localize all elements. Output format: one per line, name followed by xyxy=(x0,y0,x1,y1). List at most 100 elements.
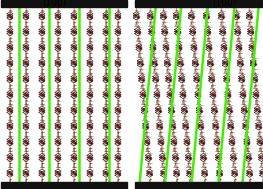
Point xyxy=(247,8,251,11)
Point xyxy=(181,78,185,81)
Point xyxy=(73,141,77,144)
Point xyxy=(224,62,229,65)
Point xyxy=(158,139,162,142)
Point xyxy=(39,29,43,32)
Point xyxy=(192,40,196,43)
Point xyxy=(40,166,44,169)
Point xyxy=(247,178,252,181)
Point xyxy=(219,8,224,11)
Point xyxy=(8,103,12,106)
Text: (100): (100) xyxy=(42,0,66,8)
Point xyxy=(39,108,43,111)
Point xyxy=(39,155,43,158)
Bar xyxy=(1,7,127,182)
Point xyxy=(245,125,249,128)
Point xyxy=(23,76,27,79)
Point xyxy=(115,13,119,16)
Point xyxy=(168,108,172,111)
Point xyxy=(177,40,181,43)
Point xyxy=(117,94,121,97)
Point xyxy=(41,47,45,50)
Point xyxy=(73,47,77,50)
Point xyxy=(167,92,171,95)
Point xyxy=(159,146,163,149)
Point xyxy=(8,40,12,43)
Point xyxy=(24,99,28,102)
Point xyxy=(72,99,76,102)
Point xyxy=(104,56,108,59)
Point xyxy=(254,78,258,81)
Point xyxy=(7,29,11,32)
Point xyxy=(8,36,12,39)
Point xyxy=(9,94,13,97)
Point xyxy=(166,83,171,86)
Point xyxy=(222,40,226,43)
Point xyxy=(194,62,199,65)
Point xyxy=(234,173,238,176)
Point xyxy=(169,94,173,97)
Point xyxy=(230,146,234,149)
Point xyxy=(146,171,151,174)
Point xyxy=(39,124,43,127)
Point xyxy=(256,110,261,113)
Point xyxy=(212,115,216,118)
Point xyxy=(40,36,44,39)
Point xyxy=(222,61,226,64)
Point xyxy=(175,166,179,169)
Point xyxy=(238,56,242,59)
Point xyxy=(135,36,140,39)
Point xyxy=(203,13,207,16)
Point xyxy=(241,99,245,102)
Point xyxy=(88,162,92,165)
Point xyxy=(8,24,12,27)
Point xyxy=(230,134,234,137)
Point xyxy=(171,130,175,133)
Point xyxy=(200,134,204,137)
Point xyxy=(150,24,154,27)
Point xyxy=(201,171,206,174)
Point xyxy=(254,87,258,90)
Point xyxy=(249,45,253,48)
Point xyxy=(164,61,168,64)
Point xyxy=(8,130,12,133)
Point xyxy=(116,67,120,70)
Point xyxy=(116,99,120,102)
Point xyxy=(207,61,211,64)
Point xyxy=(40,52,44,55)
Point xyxy=(146,162,150,165)
Point xyxy=(142,115,146,118)
Point xyxy=(73,62,77,65)
Point xyxy=(232,178,237,181)
Point xyxy=(88,40,92,43)
Point xyxy=(159,155,163,158)
Point xyxy=(115,139,119,142)
Point xyxy=(103,13,107,16)
Point xyxy=(203,166,207,169)
Point xyxy=(142,103,146,106)
Point xyxy=(41,15,45,18)
Point xyxy=(104,115,108,118)
Point xyxy=(148,20,153,23)
Point xyxy=(88,119,92,122)
Point xyxy=(7,61,11,64)
Point xyxy=(56,24,60,27)
Point xyxy=(25,31,29,34)
Point xyxy=(236,36,240,39)
Point xyxy=(251,67,255,70)
Text: (100): (100) xyxy=(212,0,236,8)
Point xyxy=(23,13,27,16)
Point xyxy=(40,162,44,165)
Point xyxy=(201,150,205,153)
Point xyxy=(242,94,246,97)
Point xyxy=(72,103,76,106)
Point xyxy=(138,76,143,79)
Point xyxy=(165,67,169,70)
Point xyxy=(215,146,219,149)
Point xyxy=(56,56,60,59)
Point xyxy=(23,92,27,95)
Point xyxy=(177,31,181,34)
Point xyxy=(8,83,12,86)
Point xyxy=(105,94,109,97)
Point xyxy=(7,45,11,48)
Point xyxy=(104,24,108,27)
